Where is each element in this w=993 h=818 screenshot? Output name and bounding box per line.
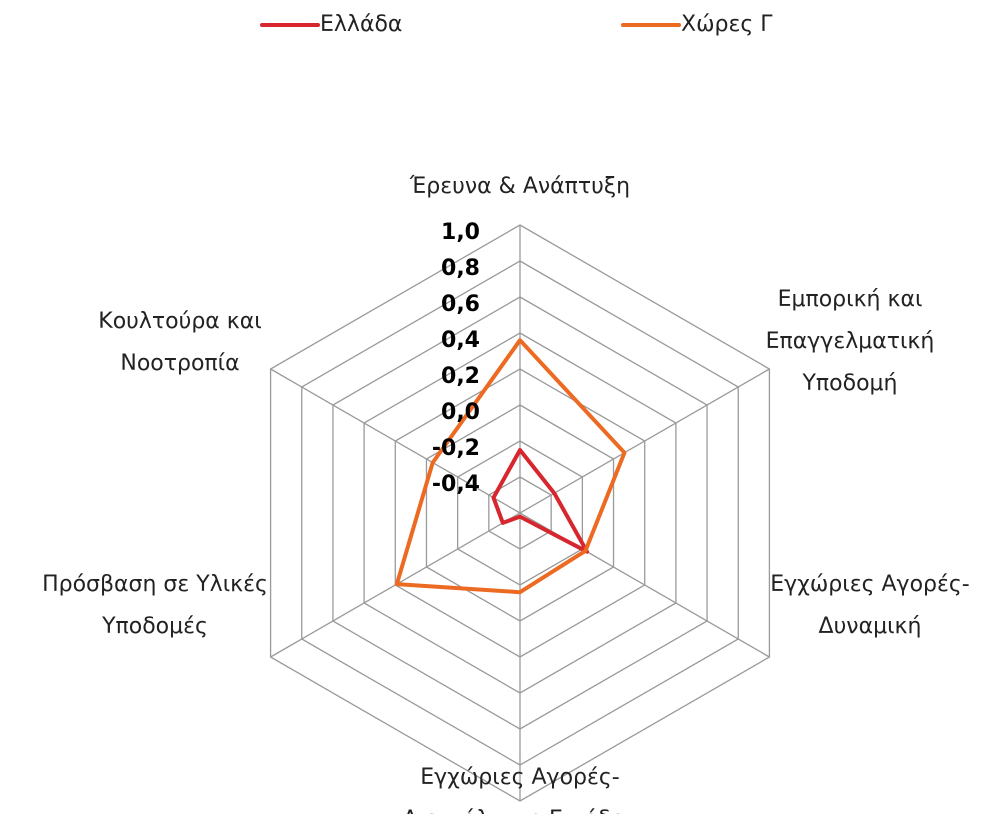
series-line <box>491 448 590 554</box>
axis-spoke <box>519 368 770 514</box>
y-tick-label: 1,0 <box>441 220 480 245</box>
category-line: Εγχώριες Αγορές- <box>420 765 620 790</box>
series-line <box>394 338 627 595</box>
category-line: Επαγγελματική <box>766 329 935 354</box>
axis-spoke <box>270 368 521 514</box>
legend-label: Ελλάδα <box>320 12 402 37</box>
category-label: Πρόσβαση σε Υλικές Υποδομές <box>42 572 268 639</box>
legend-label: Χώρες Γ <box>681 12 773 37</box>
category-line: Υποδομή <box>801 371 897 396</box>
y-tick-label: 0,0 <box>441 400 480 425</box>
y-tick-label: 0,8 <box>441 256 480 281</box>
category-label: Κουλτούρα και Νοοτροπία <box>98 309 261 376</box>
category-line: Εγχώριες Αγορές- <box>770 572 970 597</box>
y-tick-label: 0,6 <box>441 292 480 317</box>
y-tick-label: -0,4 <box>432 472 480 497</box>
category-line: Πρόσβαση σε Υλικές <box>42 572 268 597</box>
category-line: Κουλτούρα και <box>98 309 261 334</box>
y-tick-label: 0,4 <box>441 328 480 353</box>
category-line: Διευκόλυνση Εισόδου <box>403 807 638 814</box>
category-line: Υποδομές <box>101 614 208 639</box>
category-line: Νοοτροπία <box>120 351 239 376</box>
category-label: Εγχώριες Αγορές- Διευκόλυνση Εισόδου <box>403 765 638 814</box>
category-label: Εγχώριες Αγορές- Δυναμική <box>770 572 970 639</box>
category-line: Έρευνα & Ανάπτυξη <box>409 174 630 199</box>
category-label: Εμπορική και Επαγγελματική Υποδομή <box>766 287 935 396</box>
category-label: Έρευνα & Ανάπτυξη <box>409 174 630 199</box>
category-line: Δυναμική <box>819 614 922 639</box>
y-tick-label: 0,2 <box>441 364 480 389</box>
category-line: Εμπορική και <box>778 287 923 312</box>
y-tick-label: -0,2 <box>432 436 480 461</box>
